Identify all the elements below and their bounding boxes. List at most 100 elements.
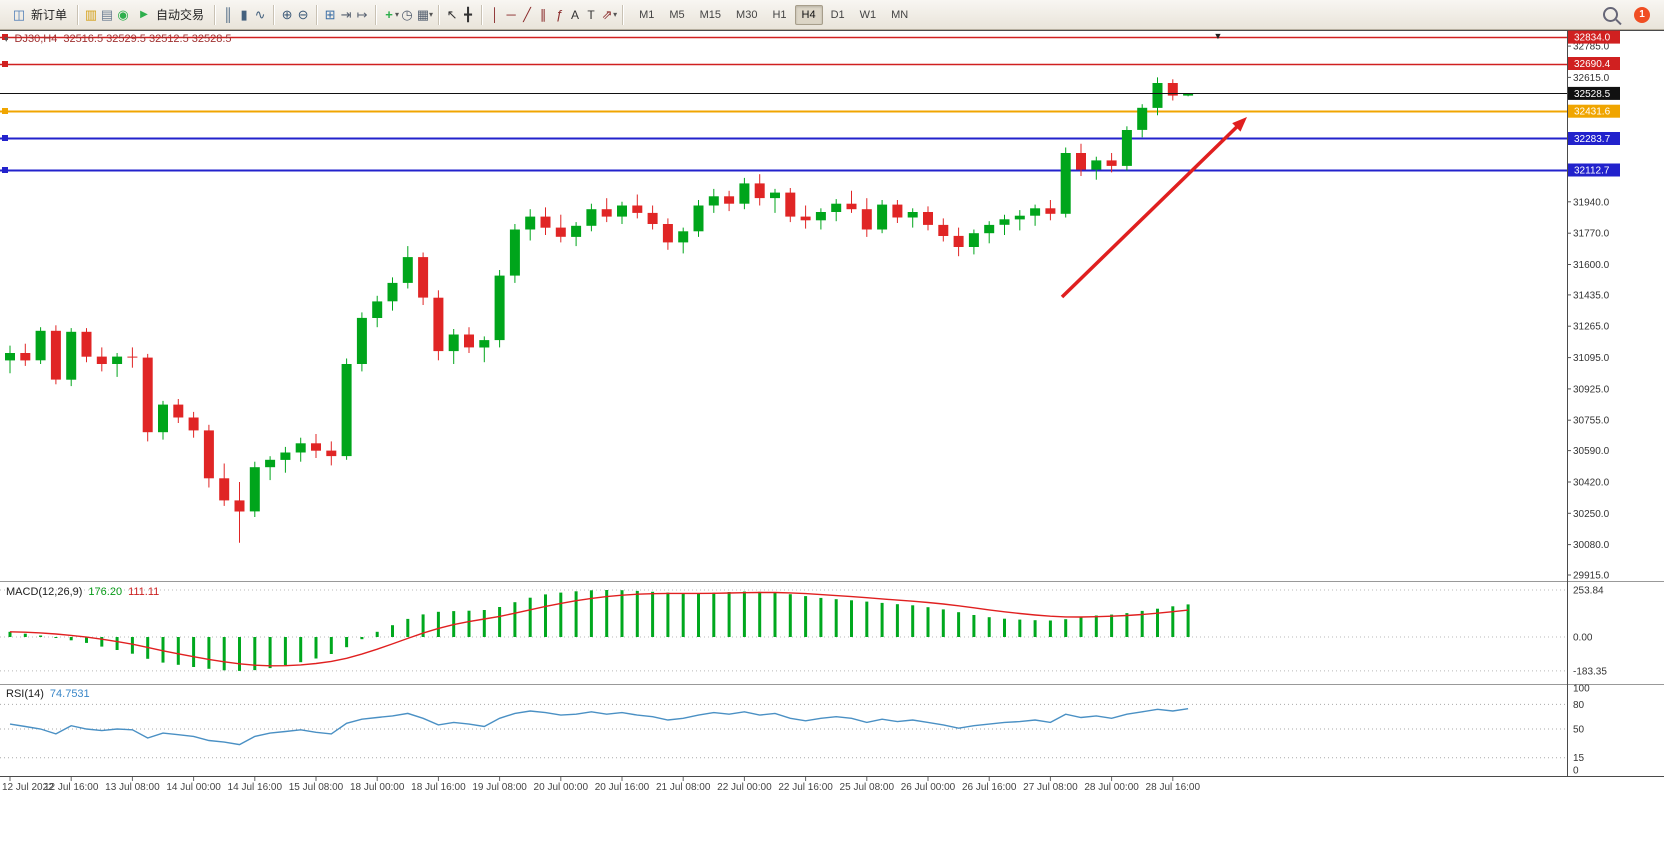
svg-text:22 Jul 00:00: 22 Jul 00:00 xyxy=(717,782,772,793)
symbol-period-text: DJ30,H4 xyxy=(14,33,58,45)
chart-shift-icon[interactable]: ↦ xyxy=(356,6,368,22)
svg-text:32431.6: 32431.6 xyxy=(1574,107,1611,118)
auto-scroll-icon[interactable]: ⇥ xyxy=(340,6,352,22)
svg-text:32283.7: 32283.7 xyxy=(1574,134,1611,145)
rsi-line xyxy=(9,708,1189,746)
toolbar-separator xyxy=(481,4,483,25)
timeframe-h4[interactable]: H4 xyxy=(794,4,823,25)
svg-text:32528.5: 32528.5 xyxy=(1574,89,1611,100)
svg-text:80: 80 xyxy=(1573,700,1585,711)
macd-signal-line xyxy=(9,591,1189,667)
svg-text:14 Jul 16:00: 14 Jul 16:00 xyxy=(228,782,283,793)
svg-text:19 Jul 08:00: 19 Jul 08:00 xyxy=(472,782,527,793)
horizontal-line-objects[interactable] xyxy=(0,34,1567,173)
timeframe-m5[interactable]: M5 xyxy=(669,8,685,21)
candles-layer xyxy=(5,77,1194,543)
timeframe-mn[interactable]: MN xyxy=(891,8,909,21)
rsi-value: 74.7531 xyxy=(49,688,90,700)
crosshair-icon[interactable]: ╋ xyxy=(464,6,472,22)
svg-text:32785.0: 32785.0 xyxy=(1573,42,1610,53)
vertical-line-icon[interactable]: │ xyxy=(491,6,500,22)
new-order-icon: ◫ xyxy=(12,6,26,22)
timeframe-m30[interactable]: M30 xyxy=(736,8,758,21)
market-watch-icon[interactable]: ▤ xyxy=(100,6,114,22)
timeframe-w1[interactable]: W1 xyxy=(859,8,877,21)
svg-text:27 Jul 08:00: 27 Jul 08:00 xyxy=(1023,782,1078,793)
toolbar-separator xyxy=(622,4,624,25)
svg-text:20 Jul 16:00: 20 Jul 16:00 xyxy=(595,782,650,793)
one-click-trading-toggle[interactable]: ▾ xyxy=(4,34,9,44)
svg-text:30590.0: 30590.0 xyxy=(1573,446,1610,457)
pane-borders xyxy=(0,30,1664,777)
svg-text:29915.0: 29915.0 xyxy=(1573,571,1610,582)
svg-text:13 Jul 08:00: 13 Jul 08:00 xyxy=(105,782,160,793)
refresh-icon[interactable]: ◉ xyxy=(117,6,129,22)
svg-text:31770.0: 31770.0 xyxy=(1573,229,1610,240)
svg-text:22 Jul 16:00: 22 Jul 16:00 xyxy=(778,782,833,793)
svg-text:50: 50 xyxy=(1573,725,1585,736)
svg-text:21 Jul 08:00: 21 Jul 08:00 xyxy=(656,782,711,793)
svg-text:30250.0: 30250.0 xyxy=(1573,509,1610,520)
svg-text:32112.7: 32112.7 xyxy=(1574,166,1610,177)
channel-icon[interactable]: ∥ xyxy=(539,6,547,22)
toolbox-icon[interactable]: ▥ xyxy=(84,6,98,22)
svg-text:15: 15 xyxy=(1573,753,1585,764)
macd-label: MACD(12,26,9) 176.20 111.11 xyxy=(6,586,159,598)
timeframe-h1[interactable]: H1 xyxy=(772,8,787,21)
svg-text:31600.0: 31600.0 xyxy=(1573,260,1610,271)
rsi-name: RSI(14) xyxy=(6,688,44,700)
svg-text:20 Jul 00:00: 20 Jul 00:00 xyxy=(534,782,589,793)
trendline-icon[interactable]: ╱ xyxy=(523,6,531,22)
period-clock-icon[interactable]: ◷ xyxy=(401,6,413,22)
toolbar-separator xyxy=(273,4,275,25)
tile-windows-icon[interactable]: ⊞ xyxy=(324,6,336,22)
macd-main-value: 176.20 xyxy=(88,586,123,598)
svg-text:26 Jul 00:00: 26 Jul 00:00 xyxy=(901,782,956,793)
auto-trading-play-icon: ▶ xyxy=(140,8,148,20)
candlestick-chart-icon[interactable]: ▮ xyxy=(240,6,248,22)
svg-text:28 Jul 16:00: 28 Jul 16:00 xyxy=(1146,782,1201,793)
svg-text:-183.35: -183.35 xyxy=(1573,666,1607,677)
arrows-caret-icon[interactable]: ▾ xyxy=(613,10,618,19)
fibonacci-icon[interactable]: ƒ xyxy=(555,6,563,22)
toolbar: ◫ 新订单 ▥ ▤ ◉ ▶ 自动交易 ║ ▮ ∿ ⊕ ⊖ ⊞ ⇥ ↦ + ▾ ◷ … xyxy=(0,0,1664,30)
svg-text:32690.4: 32690.4 xyxy=(1574,59,1611,70)
svg-text:12 Jul 16:00: 12 Jul 16:00 xyxy=(44,782,99,793)
auto-trading-button[interactable]: ▶ 自动交易 xyxy=(131,4,209,26)
svg-text:14 Jul 00:00: 14 Jul 00:00 xyxy=(166,782,221,793)
price-axis[interactable]: 32785.0 32615.0 31940.0 31770.0 31600.0 31435… xyxy=(1567,30,1620,582)
svg-text:31095.0: 31095.0 xyxy=(1573,353,1610,364)
new-order-button[interactable]: ◫ 新订单 xyxy=(6,4,72,26)
zoom-in-icon[interactable]: ⊕ xyxy=(281,6,293,22)
template-caret-icon[interactable]: ▾ xyxy=(429,10,434,19)
auto-trading-label: 自动交易 xyxy=(156,8,205,22)
indicators-icon[interactable]: + xyxy=(385,6,393,22)
toolbar-separator xyxy=(316,4,318,25)
timeframe-m1[interactable]: M1 xyxy=(639,8,655,21)
symbol-ohlc-label: ▾ DJ30,H4 32516.5 32529.5 32512.5 32528.… xyxy=(4,33,232,45)
timeframe-m15[interactable]: M15 xyxy=(699,8,722,21)
svg-text:31940.0: 31940.0 xyxy=(1573,197,1610,208)
line-chart-icon[interactable]: ∿ xyxy=(254,6,266,22)
indicators-caret-icon[interactable]: ▾ xyxy=(395,10,400,19)
horizontal-line-icon[interactable]: ─ xyxy=(506,6,516,22)
text-icon[interactable]: A xyxy=(571,7,580,22)
label-icon[interactable]: T xyxy=(587,7,595,22)
arrows-icon[interactable]: ⇗ xyxy=(601,6,613,22)
svg-text:18 Jul 00:00: 18 Jul 00:00 xyxy=(350,782,405,793)
timeframe-d1[interactable]: D1 xyxy=(830,8,845,21)
search-icon[interactable] xyxy=(1603,7,1618,22)
rsi-label: RSI(14) 74.7531 xyxy=(6,688,90,700)
bar-chart-icon[interactable]: ║ xyxy=(223,6,233,22)
notification-badge[interactable]: 1 xyxy=(1634,6,1650,23)
svg-text:32834.0: 32834.0 xyxy=(1574,33,1611,44)
template-icon[interactable]: ▦ xyxy=(416,6,430,22)
svg-text:0.00: 0.00 xyxy=(1573,633,1593,644)
svg-text:26 Jul 16:00: 26 Jul 16:00 xyxy=(962,782,1017,793)
zoom-out-icon[interactable]: ⊖ xyxy=(297,6,309,22)
cursor-icon[interactable]: ↖ xyxy=(446,6,458,22)
svg-text:25 Jul 08:00: 25 Jul 08:00 xyxy=(840,782,895,793)
trend-arrow-object[interactable] xyxy=(1060,117,1247,299)
